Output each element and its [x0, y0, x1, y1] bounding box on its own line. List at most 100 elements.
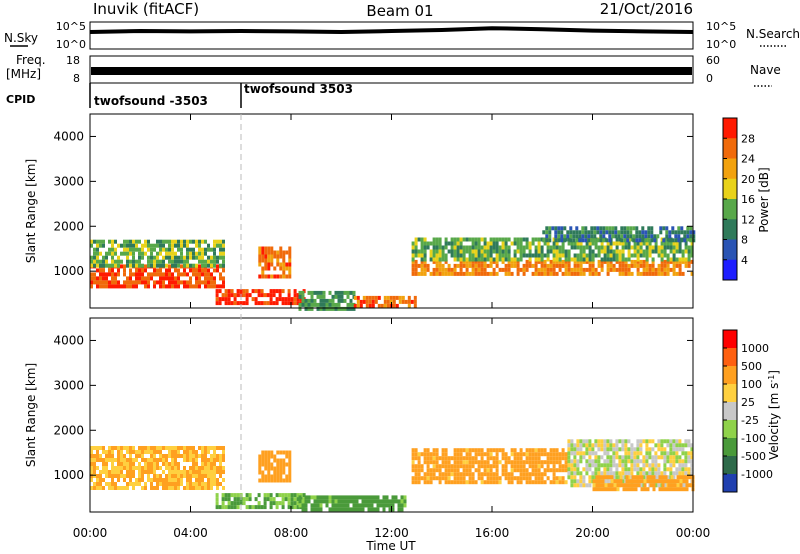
heatmap-cell [681, 467, 685, 472]
heatmap-cell [666, 271, 670, 276]
heatmap-cell [290, 505, 294, 510]
colorbar-tick-label: 28 [741, 132, 755, 145]
heatmap-cell [204, 284, 207, 289]
heatmap-cell [591, 257, 595, 262]
heatmap-cell [624, 451, 628, 456]
heatmap-cell [343, 306, 347, 311]
heatmap-cell [242, 289, 246, 294]
heatmap-cell [678, 443, 682, 448]
heatmap-cell [153, 454, 156, 458]
heatmap-cell [592, 487, 596, 492]
heatmap-cell [561, 253, 565, 258]
heatmap-cell [567, 237, 571, 242]
heatmap-cell [603, 467, 607, 472]
heatmap-cell [666, 467, 670, 472]
heatmap-cell [304, 499, 308, 504]
heatmap-cell [486, 460, 490, 465]
heatmap-cell [689, 238, 693, 243]
heatmap-cell [417, 249, 421, 254]
heatmap-cell [435, 267, 439, 272]
heatmap-cell [492, 476, 496, 481]
heatmap-cell [438, 263, 442, 268]
heatmap-cell [269, 297, 273, 302]
heatmap-cell [213, 478, 216, 482]
heatmap-cell [135, 458, 138, 462]
heatmap-cell [245, 493, 249, 498]
heatmap-cell [654, 443, 658, 448]
heatmap-cell [301, 302, 305, 307]
heatmap-cell [672, 253, 676, 258]
heatmap-cell [435, 456, 439, 461]
heatmap-cell [180, 247, 183, 252]
heatmap-cell [558, 245, 562, 250]
heatmap-cell [618, 263, 622, 268]
heatmap-cell [582, 475, 586, 480]
heatmap-cell [474, 456, 478, 461]
heatmap-cell [540, 267, 544, 272]
heatmap-cell [546, 456, 550, 461]
heatmap-cell [432, 464, 436, 469]
heatmap-cell [168, 482, 171, 486]
heatmap-cell [501, 245, 505, 250]
heatmap-cell [579, 475, 583, 480]
heatmap-cell [222, 454, 225, 458]
heatmap-cell [111, 251, 114, 256]
heatmap-cell [558, 267, 562, 272]
heatmap-cell [120, 264, 123, 269]
heatmap-cell [267, 458, 271, 463]
heatmap-cell [219, 247, 222, 252]
heatmap-cell [444, 456, 448, 461]
heatmap-cell [599, 234, 603, 239]
heatmap-cell [349, 302, 353, 307]
heatmap-cell [474, 263, 478, 268]
heatmap-cell [221, 297, 225, 302]
heatmap-cell [340, 499, 344, 504]
heatmap-cell [279, 458, 283, 463]
heatmap-cell [579, 459, 583, 464]
heatmap-cell [361, 503, 365, 508]
heatmap-cell [195, 458, 198, 462]
heatmap-cell [525, 448, 529, 453]
heatmap-cell [603, 245, 607, 250]
heatmap-cell [685, 483, 689, 488]
heatmap-cell [401, 295, 405, 300]
heatmap-cell [276, 450, 280, 455]
heatmap-cell [528, 460, 532, 465]
heatmap-cell [278, 501, 282, 506]
heatmap-cell [660, 263, 664, 268]
heatmap-cell [276, 250, 280, 255]
heatmap-cell [602, 230, 606, 235]
heatmap-cell [444, 267, 448, 272]
heatmap-cell [687, 459, 691, 464]
heatmap-cell [612, 447, 616, 452]
heatmap-cell [642, 263, 646, 268]
heatmap-cell [368, 299, 372, 304]
heatmap-cell [456, 460, 460, 465]
heatmap-cell [453, 249, 457, 254]
heatmap-cell [592, 479, 596, 484]
heatmap-cell [150, 454, 153, 458]
heatmap-cell [621, 263, 625, 268]
heatmap-cell [129, 276, 132, 281]
heatmap-cell [653, 238, 657, 243]
heatmap-cell [389, 299, 393, 304]
heatmap-cell [626, 226, 630, 231]
heatmap-cell [171, 450, 174, 454]
heatmap-cell [681, 451, 685, 456]
heatmap-cell [603, 471, 607, 476]
heatmap-cell [678, 245, 682, 250]
heatmap-cell [275, 297, 279, 302]
heatmap-cell [597, 471, 601, 476]
heatmap-cell [552, 257, 556, 262]
heatmap-cell [684, 245, 688, 250]
heatmap-cell [201, 482, 204, 486]
heatmap-cell [504, 245, 508, 250]
heatmap-cell [641, 226, 645, 231]
heatmap-cell [688, 483, 692, 488]
heatmap-cell [513, 237, 517, 242]
heatmap-cell [426, 263, 430, 268]
heatmap-cell [468, 464, 472, 469]
heatmap-cell [263, 293, 267, 298]
heatmap-cell [245, 497, 249, 502]
heatmap-cell [462, 448, 466, 453]
